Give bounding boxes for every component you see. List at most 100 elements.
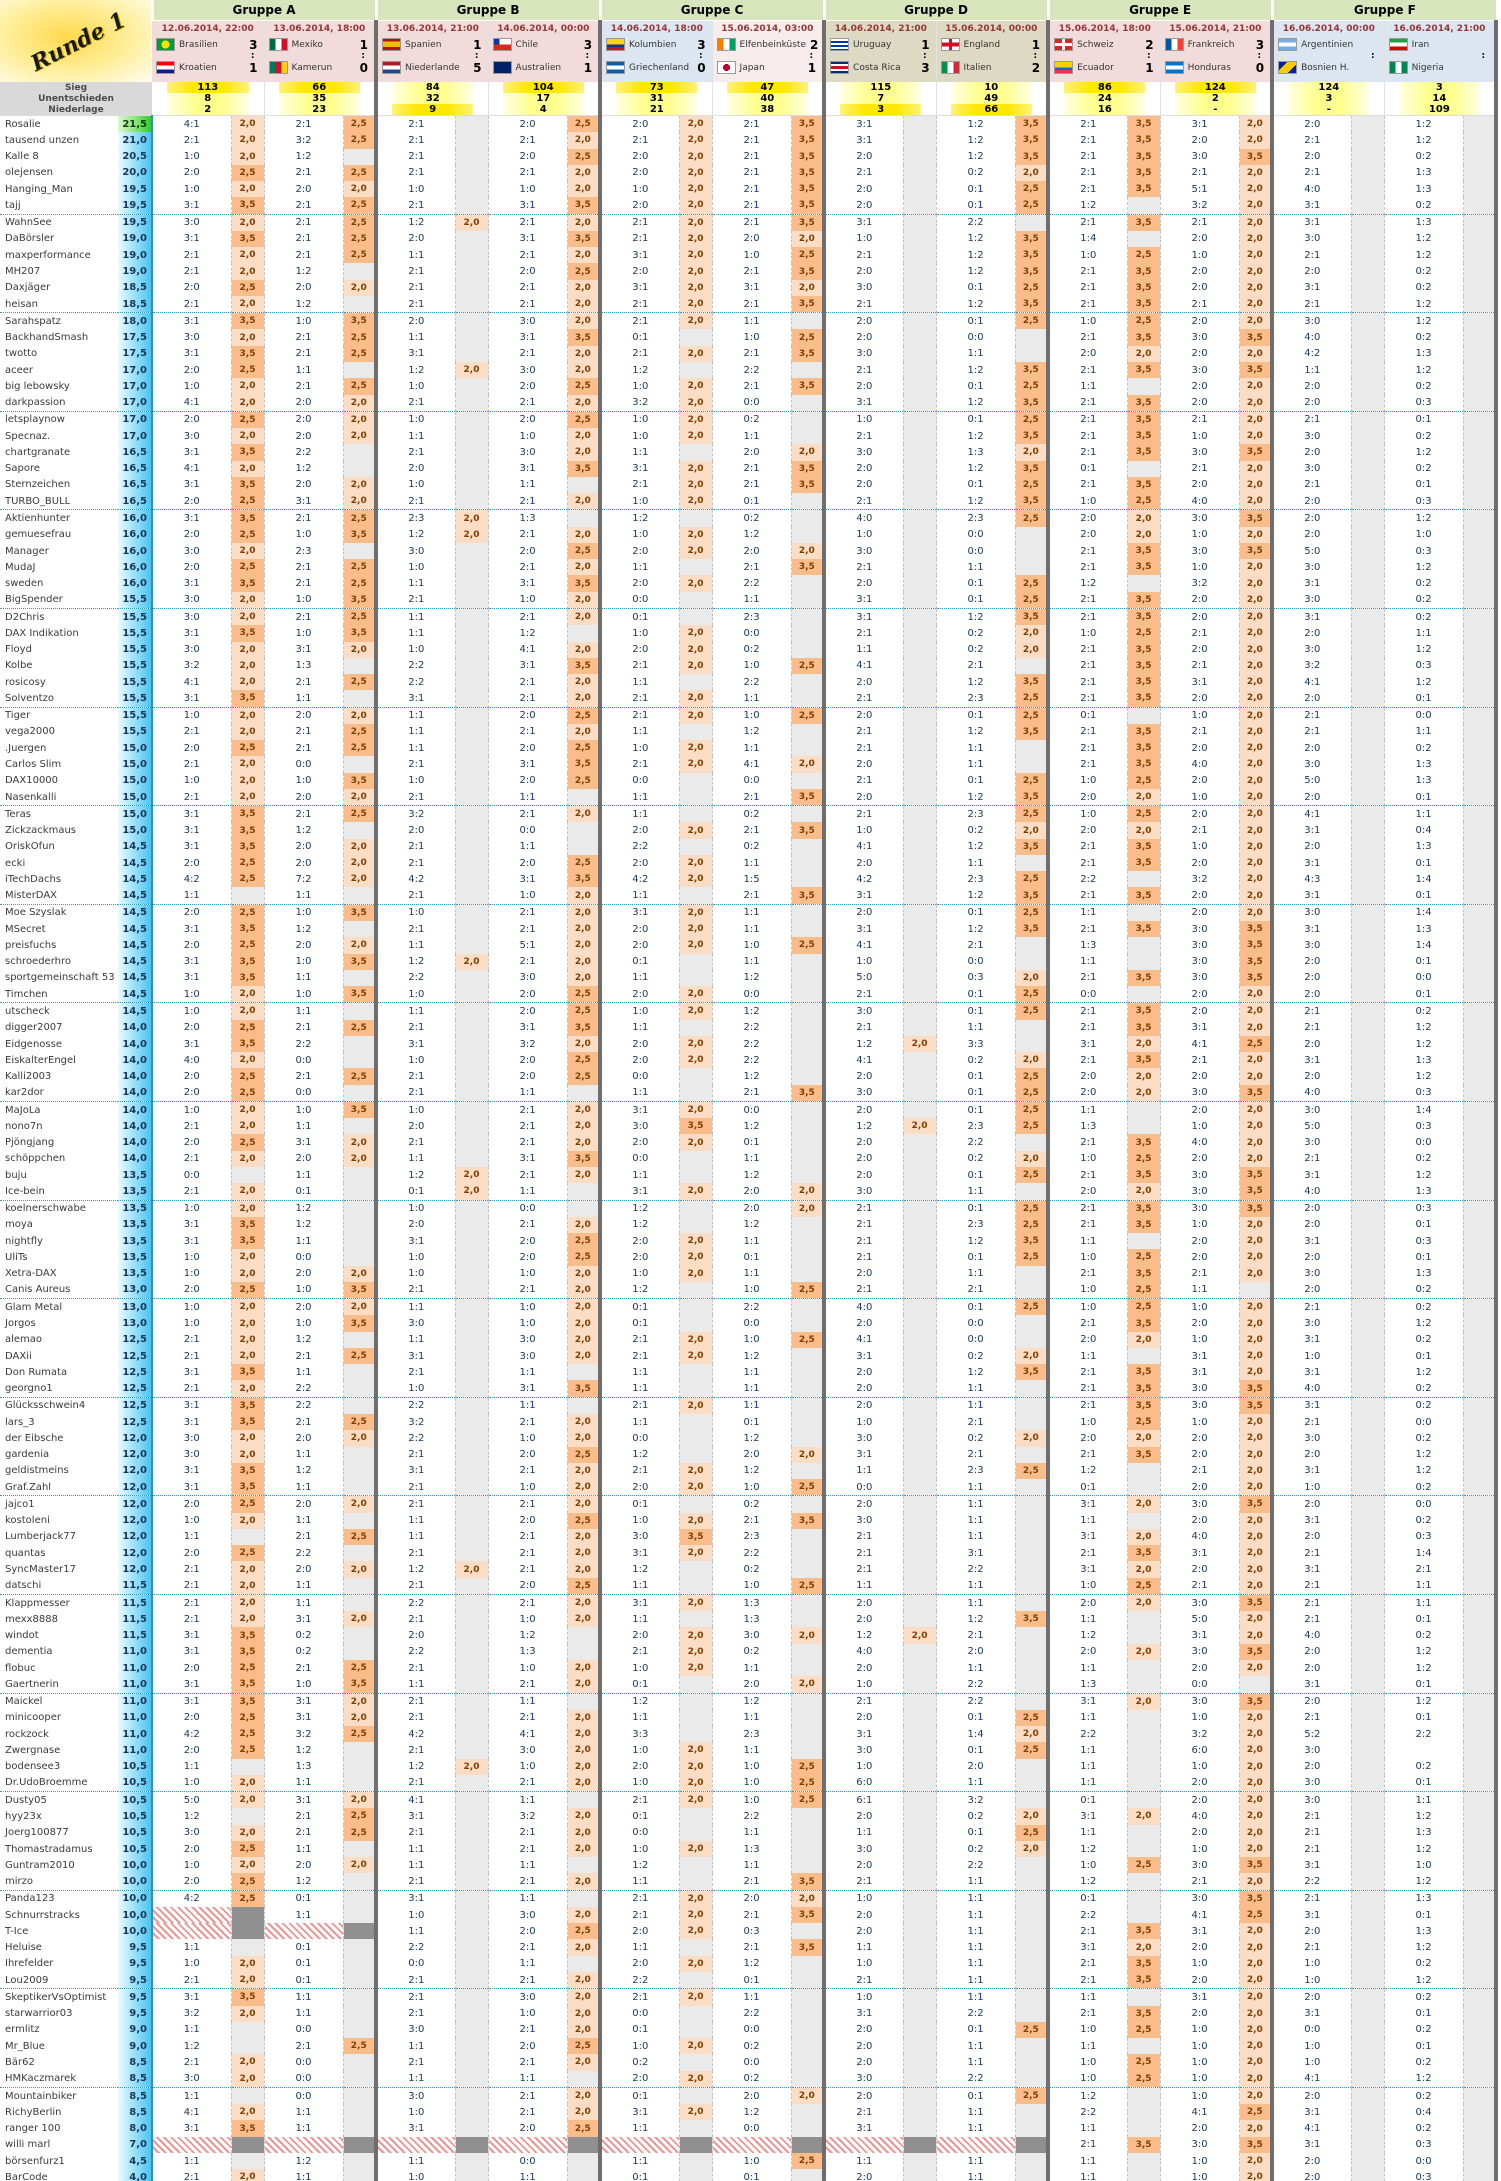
prediction-cell[interactable]: 3:1 <box>935 1545 1016 1562</box>
points-cell[interactable]: 3,5 <box>342 1100 379 1119</box>
points-cell[interactable] <box>1350 263 1385 280</box>
prediction-cell[interactable]: 1:0 <box>487 1430 568 1447</box>
points-cell[interactable] <box>678 509 713 527</box>
points-cell[interactable]: 2,0 <box>230 1611 264 1628</box>
points-cell[interactable] <box>1350 493 1385 510</box>
prediction-cell[interactable]: 2:0 <box>1159 1446 1240 1463</box>
points-cell[interactable]: 2,0 <box>790 1676 827 1693</box>
points-cell[interactable]: 2,5 <box>1014 1118 1051 1135</box>
points-cell[interactable] <box>454 559 489 576</box>
points-cell[interactable]: 3,5 <box>1126 559 1161 576</box>
player-name-cell[interactable]: Maickel <box>0 1692 118 1710</box>
points-cell[interactable] <box>1014 1413 1051 1431</box>
prediction-cell[interactable]: 2:1 <box>1047 723 1128 741</box>
points-cell[interactable]: 2,5 <box>342 1726 379 1743</box>
points-cell[interactable]: 2,0 <box>678 1593 713 1612</box>
points-cell[interactable] <box>1462 1906 1499 1924</box>
prediction-cell[interactable]: 2:1 <box>263 197 343 215</box>
prediction-cell[interactable]: 0:0 <box>487 2152 568 2170</box>
points-cell[interactable]: 3,5 <box>1126 1052 1161 1069</box>
points-cell[interactable] <box>902 1100 937 1119</box>
points-cell[interactable] <box>1462 476 1499 494</box>
points-cell[interactable]: 2,0 <box>566 361 603 379</box>
prediction-cell[interactable]: 2:0 <box>151 1742 231 1759</box>
total-points-cell[interactable]: 15,5 <box>118 690 153 708</box>
prediction-cell[interactable]: 4:0 <box>1271 1380 1352 1398</box>
prediction-cell[interactable]: 2:1 <box>487 1939 568 1956</box>
prediction-cell[interactable]: 3:0 <box>1271 1430 1352 1447</box>
points-cell[interactable]: 2,0 <box>566 1134 603 1151</box>
points-cell[interactable]: 3,5 <box>1126 148 1161 165</box>
prediction-cell[interactable]: 1:1 <box>711 903 792 922</box>
points-cell[interactable] <box>1014 937 1051 954</box>
prediction-cell[interactable]: 1:0 <box>823 526 904 543</box>
prediction-cell[interactable]: 2:0 <box>1159 2120 1240 2137</box>
prediction-cell[interactable]: 1:2 <box>1383 1692 1464 1710</box>
player-name-cell[interactable]: Rosalie <box>5 118 41 130</box>
points-cell[interactable]: 2,5 <box>1014 2021 1051 2039</box>
prediction-cell[interactable]: 2:1 <box>151 1577 231 1595</box>
points-cell[interactable]: 2,5 <box>342 1808 379 1825</box>
points-cell[interactable] <box>678 1709 713 1727</box>
prediction-cell[interactable]: 2:0 <box>823 1167 904 1184</box>
prediction-cell[interactable]: 1:1 <box>599 805 680 823</box>
summary-value-cell[interactable]: 124 <box>1160 82 1275 93</box>
prediction-cell[interactable]: 1:0 <box>823 1413 904 1431</box>
points-cell[interactable] <box>902 1972 937 1989</box>
prediction-cell[interactable]: 1:1 <box>823 1462 904 1480</box>
prediction-cell[interactable]: 2:1 <box>1271 1824 1352 1841</box>
prediction-cell[interactable]: 3:0 <box>823 444 904 461</box>
points-cell[interactable] <box>1350 115 1385 133</box>
points-cell[interactable]: 2,5 <box>1126 1413 1161 1431</box>
points-cell[interactable]: 2,0 <box>1238 1479 1275 1496</box>
points-cell[interactable] <box>902 723 937 741</box>
prediction-cell[interactable]: 2:2 <box>935 1857 1016 1874</box>
points-cell[interactable]: 3,5 <box>1014 460 1051 477</box>
points-cell[interactable] <box>342 444 379 461</box>
prediction-cell[interactable]: 4:1 <box>1271 674 1352 691</box>
prediction-cell[interactable]: 1:2 <box>935 674 1016 691</box>
prediction-cell[interactable]: 0:0 <box>1383 706 1464 724</box>
prediction-cell[interactable]: 1:2 <box>935 247 1016 264</box>
points-cell[interactable] <box>230 2038 264 2055</box>
total-points-cell[interactable]: 20,5 <box>118 148 153 165</box>
points-cell[interactable]: 2,5 <box>1126 247 1161 264</box>
points-cell[interactable] <box>790 1298 827 1316</box>
points-cell[interactable] <box>230 1808 264 1825</box>
points-cell[interactable] <box>1350 854 1385 872</box>
points-cell[interactable] <box>1350 822 1385 839</box>
points-cell[interactable]: 2,0 <box>230 148 264 165</box>
points-cell[interactable] <box>1014 329 1051 346</box>
prediction-cell[interactable]: 2:0 <box>1159 854 1240 872</box>
points-cell[interactable] <box>1014 1035 1051 1053</box>
prediction-cell[interactable]: 3:1 <box>823 1726 904 1743</box>
prediction-cell[interactable]: 2:0 <box>151 164 231 182</box>
points-cell[interactable] <box>678 1726 713 1743</box>
points-cell[interactable] <box>902 690 937 708</box>
prediction-cell[interactable]: 1:1 <box>935 2120 1016 2137</box>
prediction-cell[interactable]: 4:1 <box>1271 805 1352 823</box>
points-cell[interactable] <box>454 1988 489 2006</box>
prediction-cell[interactable]: 1:1 <box>599 1084 680 1102</box>
points-cell[interactable] <box>1462 1939 1499 1956</box>
prediction-cell[interactable]: 4:0 <box>1271 1183 1352 1201</box>
total-points-cell[interactable]: 10,5 <box>118 1791 153 1809</box>
prediction-cell[interactable]: 1:0 <box>823 230 904 248</box>
points-cell[interactable]: 2,5 <box>342 575 379 592</box>
points-cell[interactable]: 2,5 <box>790 937 827 954</box>
points-cell[interactable]: 3,5 <box>1126 1446 1161 1463</box>
points-cell[interactable] <box>454 986 489 1003</box>
prediction-cell[interactable]: 0:1 <box>935 476 1016 494</box>
points-cell[interactable]: 2,5 <box>342 559 379 576</box>
prediction-cell[interactable]: 2:1 <box>375 164 456 182</box>
points-cell[interactable] <box>342 1183 379 1201</box>
prediction-cell[interactable]: 1:0 <box>151 1002 231 1020</box>
prediction-cell[interactable]: 2:0 <box>1271 690 1352 708</box>
prediction-cell[interactable]: 2:1 <box>935 1413 1016 1431</box>
total-points-cell[interactable]: 13,5 <box>118 1167 153 1184</box>
points-cell[interactable] <box>1014 1561 1051 1578</box>
points-cell[interactable]: 2,0 <box>566 428 603 445</box>
prediction-cell[interactable]: 2:0 <box>599 1134 680 1151</box>
prediction-cell[interactable]: 2:0 <box>1271 969 1352 987</box>
points-cell[interactable]: 2,0 <box>230 1577 264 1595</box>
